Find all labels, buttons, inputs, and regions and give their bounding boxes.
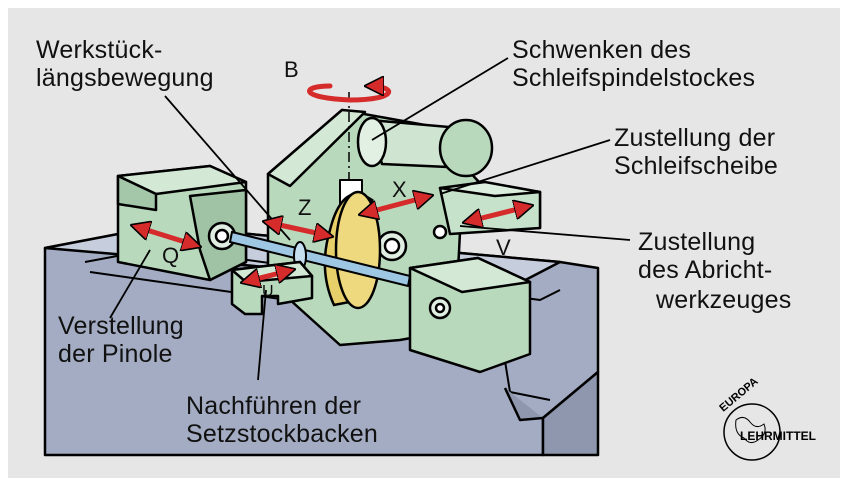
axis-label-q: Q: [162, 243, 180, 268]
label-schwenken-line1: Schwenken des: [512, 36, 692, 64]
label-zustellung-scheibe-line2: Schleifscheibe: [614, 152, 779, 180]
tailstock-housing: [116, 164, 248, 282]
axis-label-u: U: [262, 283, 274, 300]
logo-bottom-text: LEHRMITTEL: [740, 429, 816, 443]
label-zustellung-abricht-line3: werkzeuges: [656, 286, 792, 314]
axis-label-x: X: [392, 177, 407, 202]
label-schwenken-line2: Schleifspindelstockes: [512, 64, 756, 92]
dressing-unit: [408, 256, 532, 374]
label-zustellung-abricht-line2: des Abricht-: [638, 256, 773, 284]
grinding-wheel: [323, 190, 382, 310]
label-nachfuehren-line1: Nachführen der: [186, 392, 362, 420]
axis-label-z: Z: [298, 195, 312, 220]
motion-arrows: [134, 86, 530, 282]
axis-label-b: B: [284, 57, 299, 82]
europa-lehrmittel-logo: EUROPA LEHRMITTEL: [717, 375, 816, 461]
label-zustellung-scheibe-line1: Zustellung der: [614, 124, 776, 152]
logo-top-text: EUROPA: [717, 375, 760, 414]
axis-label-v: V: [496, 235, 511, 260]
label-zustellung-abricht-line1: Zustellung: [638, 228, 756, 256]
label-nachfuehren-line2: Setzstockbacken: [186, 420, 378, 448]
label-verstellung-line2: der Pinole: [58, 340, 173, 368]
label-verstellung-line1: Verstellung: [58, 312, 184, 340]
label-werkstueck-line2: längsbewegung: [36, 64, 214, 92]
label-werkstueck-line1: Werkstück-: [36, 36, 163, 64]
